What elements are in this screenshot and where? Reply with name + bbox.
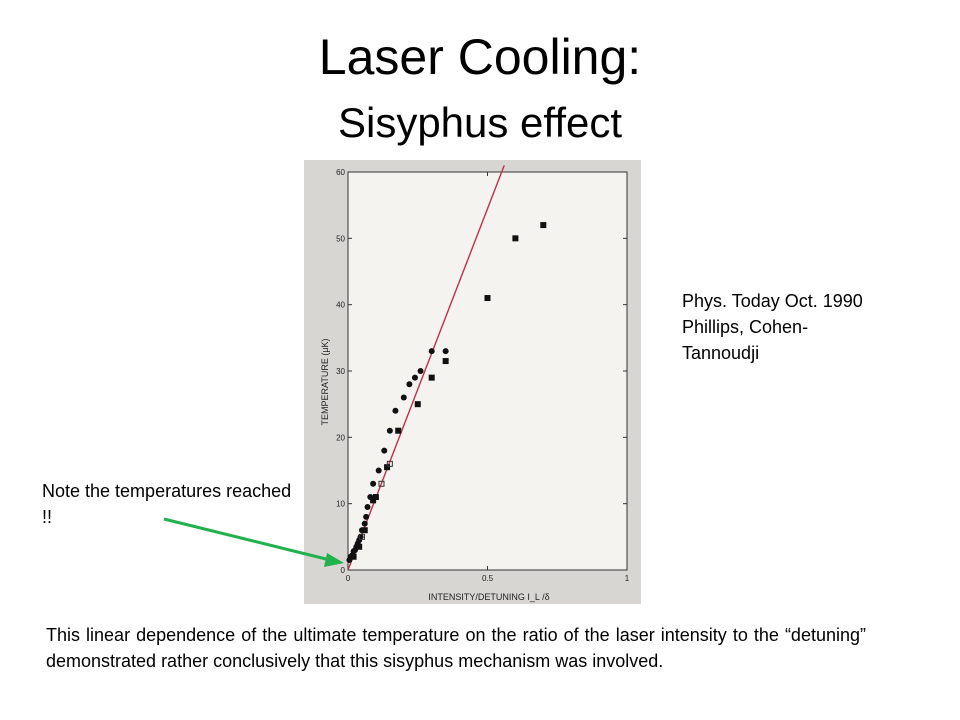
data-point-circle [400, 394, 407, 401]
data-point-square [442, 358, 449, 365]
x-axis-label: INTENSITY/DETUNING I_L /δ [428, 592, 549, 602]
x-tick-label: 0.5 [482, 574, 494, 583]
data-point-square [356, 543, 363, 550]
data-point-circle [375, 467, 382, 474]
caption-text: This linear dependence of the ultimate t… [46, 625, 866, 671]
data-point-square [540, 222, 547, 229]
data-point-square [361, 527, 368, 534]
data-point-open-square [358, 533, 365, 540]
y-tick-label: 50 [336, 234, 345, 243]
data-point-circle [406, 381, 413, 388]
data-point-square [395, 427, 402, 434]
chart-axes [347, 171, 628, 571]
data-point-square [372, 494, 379, 501]
data-point-open-square [378, 480, 385, 487]
note-text: Note the temperatures reached !! [42, 481, 292, 527]
data-point-square [512, 235, 519, 242]
data-point-circle [381, 447, 388, 454]
data-point-circle [417, 368, 424, 374]
data-points [346, 222, 547, 564]
reference-text: Phys. Today Oct. 1990 Phillips, Cohen-Ta… [682, 291, 863, 363]
data-point-square [414, 401, 421, 408]
y-tick-label: 60 [336, 168, 345, 177]
data-point-circle [428, 348, 435, 355]
y-tick-label: 40 [336, 301, 345, 310]
chart-figure: 0 10 20 30 40 50 60 0 0.5 1 TEMPERATURE (μK) INTE… [304, 160, 641, 604]
chart-ticks: 0 10 20 30 40 50 60 0 0.5 1 [336, 168, 630, 583]
data-point-square [350, 553, 357, 560]
y-tick-label: 30 [336, 367, 345, 376]
data-point-circle [361, 520, 368, 527]
data-point-square [384, 464, 391, 471]
y-tick-label: 20 [336, 433, 345, 442]
data-point-circle [364, 503, 371, 510]
slide-title: Laser Cooling: [318, 29, 642, 85]
data-point-circle [386, 427, 393, 434]
scatter-chart: 0 10 20 30 40 50 60 0 0.5 1 TEMPERATURE (μK) INTE… [320, 165, 630, 602]
y-axis-label: TEMPERATURE (μK) [320, 338, 330, 425]
slide-subtitle: Sisyphus effect [337, 99, 623, 146]
y-tick-label: 10 [336, 500, 345, 509]
data-point-open-square [386, 460, 393, 467]
data-point-circle [411, 374, 418, 381]
data-point-circle [370, 480, 377, 487]
data-point-square [370, 497, 377, 504]
y-tick-label: 0 [341, 566, 346, 575]
x-tick-label: 1 [625, 574, 630, 583]
x-tick-label: 0 [346, 574, 351, 583]
data-point-square [428, 374, 435, 381]
data-point-circle [363, 513, 370, 520]
data-point-circle [442, 348, 449, 355]
data-point-square [484, 295, 491, 302]
data-point-circle [392, 407, 399, 414]
plot-frame [347, 171, 628, 571]
